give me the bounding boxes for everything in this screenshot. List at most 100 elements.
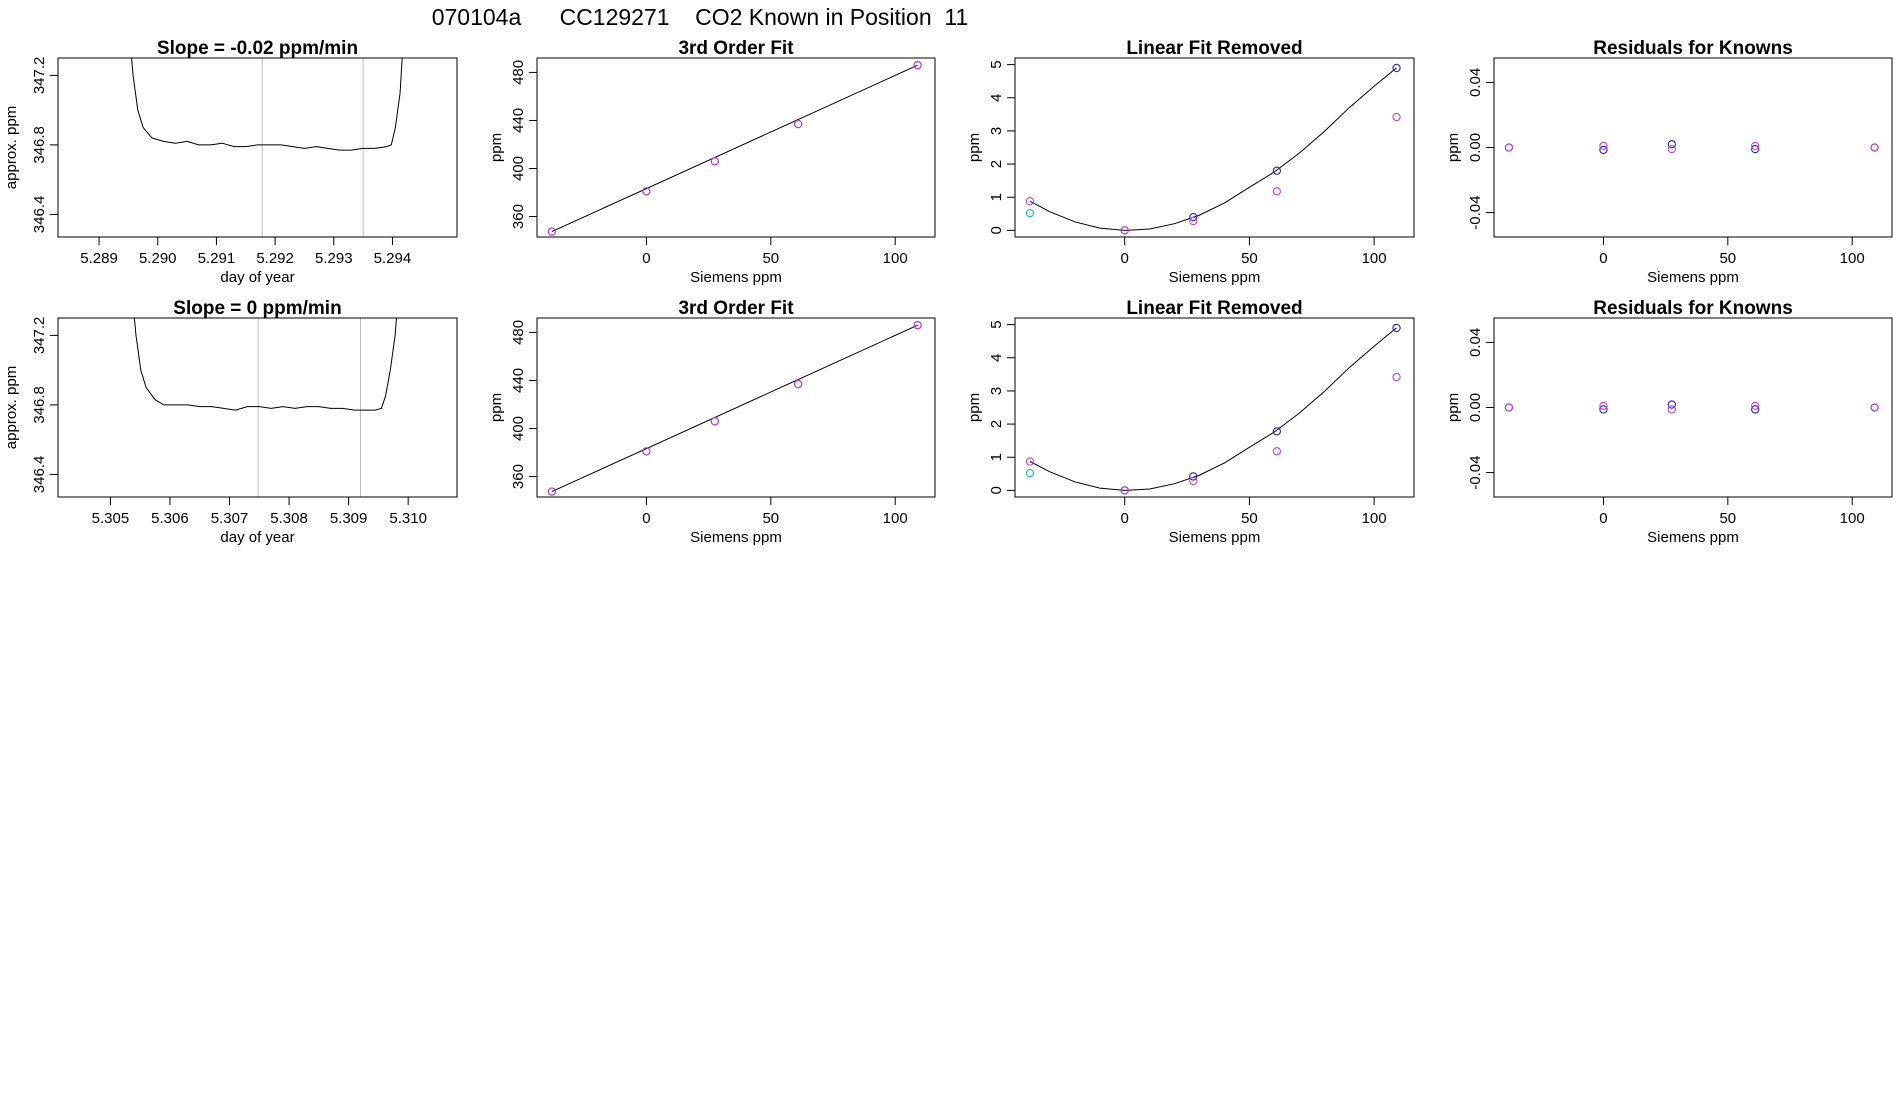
data-point-purple [710,157,720,166]
y-tick-label: 0.04 [1467,68,1484,97]
panel-title: Residuals for Knowns [1593,298,1793,319]
x-tick-label: 50 [1719,250,1736,267]
y-axis-label: ppm [1445,133,1462,162]
data-point-purple [1025,197,1035,206]
y-tick-label: 2 [988,420,1005,428]
x-tick-label: 5.306 [151,510,189,527]
plot-area [547,321,922,496]
data-point-purple [1870,143,1879,152]
plot-frame [1493,317,1893,498]
fit-line [551,324,918,493]
x-tick-label: 5.309 [330,510,368,527]
data-point-purple [642,187,651,196]
panel-5: Slope = 0 ppm/min 5.305 5.306 5.307 5.308 5.3… [3,298,458,546]
data-point-blue [1392,323,1401,333]
y-axis-label: ppm [488,133,505,162]
panel-title: 3rd Order Fit [678,298,794,319]
data-point-purple [642,447,651,456]
plot-area [1504,140,1879,155]
plot-area [1504,400,1879,414]
y-tick-label: 0 [988,486,1005,494]
panel-1: Slope = -0.02 ppm/min 5.289 5.290 5.291 5.29… [3,38,458,286]
x-tick-label: 0 [642,250,650,267]
y-tick-label: 360 [510,204,527,229]
fit-line [1029,327,1397,491]
y-axis-label: ppm [966,133,983,162]
fit-line [551,64,918,233]
x-tick-label: 5.290 [139,250,177,267]
x-axis-label: Siemens ppm [1169,269,1261,286]
y-tick-label: 480 [510,60,527,85]
data-trace [131,58,403,151]
x-tick-label: 5.305 [92,510,130,527]
plot-area [133,318,397,497]
x-tick-label: 5.289 [80,250,118,267]
data-point-blue [1599,145,1608,155]
x-axis-label: Siemens ppm [1647,529,1739,546]
data-point-blue [1392,63,1401,73]
y-tick-label: 346.4 [31,196,48,234]
data-point-blue [1667,140,1677,149]
y-tick-label: -0.04 [1467,195,1484,229]
panel-8: Residuals for Knowns 0 50 100 -0.04 0.00 0.04 S… [1445,298,1893,546]
x-tick-label: 0 [642,510,650,527]
x-axis-label: Siemens ppm [690,529,782,546]
data-point-purple [1025,457,1035,466]
panel-3: Linear Fit Removed 0 50 100 0 1 2 3 4 5 Siemens pp… [966,38,1415,286]
y-axis-label: ppm [966,393,983,422]
y-tick-label: 5 [988,320,1005,328]
x-tick-label: 100 [1840,510,1865,527]
y-tick-label: 346.4 [31,456,48,494]
x-tick-label: 50 [1719,510,1736,527]
x-tick-label: 100 [883,250,908,267]
y-axis-label: approx. ppm [3,106,20,189]
y-axis-label: ppm [1445,393,1462,422]
panel-6: 3rd Order Fit 0 50 100 360 400 440 480 Siemens p… [488,298,936,546]
data-point-purple [1504,403,1514,412]
data-point-purple [1272,187,1281,196]
y-tick-label: 4 [988,94,1005,102]
panel-7: Linear Fit Removed 0 50 100 0 1 2 3 4 5 Siemens pp… [966,298,1415,546]
data-point-blue [1189,212,1198,222]
data-point-blue [1667,400,1677,409]
data-point-blue [1272,166,1281,175]
plot-area [547,61,922,236]
y-tick-label: 360 [510,464,527,489]
data-point-purple [1599,141,1608,151]
data-point-purple [1504,143,1514,152]
plot-area [1025,63,1401,235]
y-tick-label: 347.2 [31,317,48,355]
plot-frame [1014,57,1415,238]
y-tick-label: 400 [510,156,527,181]
y-tick-label: 0.04 [1467,328,1484,357]
data-point-purple [1272,447,1281,456]
x-axis-label: Siemens ppm [1647,269,1739,286]
y-tick-label: 1 [988,453,1005,461]
x-axis-label: Siemens ppm [1169,529,1261,546]
y-tick-label: 0 [988,226,1005,234]
y-tick-label: 346.8 [31,386,48,424]
panel-2: 3rd Order Fit 0 50 100 360 400 440 480 Siemens p… [488,38,936,286]
data-point-purple [1392,372,1401,382]
data-point-purple [547,227,557,236]
x-tick-label: 5.310 [389,510,427,527]
x-tick-label: 50 [1241,250,1258,267]
x-tick-label: 50 [762,250,779,267]
y-tick-label: -0.04 [1467,455,1484,489]
panel-title: 3rd Order Fit [678,38,794,59]
data-point-blue [1272,427,1281,436]
y-tick-label: 2 [988,160,1005,168]
x-tick-label: 5.308 [270,510,308,527]
plot-frame [536,57,936,238]
plot-frame [1493,57,1893,238]
y-tick-label: 5 [988,60,1005,68]
fit-line [1029,67,1397,231]
data-trace [133,318,397,411]
x-tick-label: 5.293 [315,250,353,267]
data-point-purple [1667,405,1677,414]
data-point-purple [547,487,557,496]
y-tick-label: 440 [510,108,527,133]
x-tick-label: 50 [1241,510,1258,527]
